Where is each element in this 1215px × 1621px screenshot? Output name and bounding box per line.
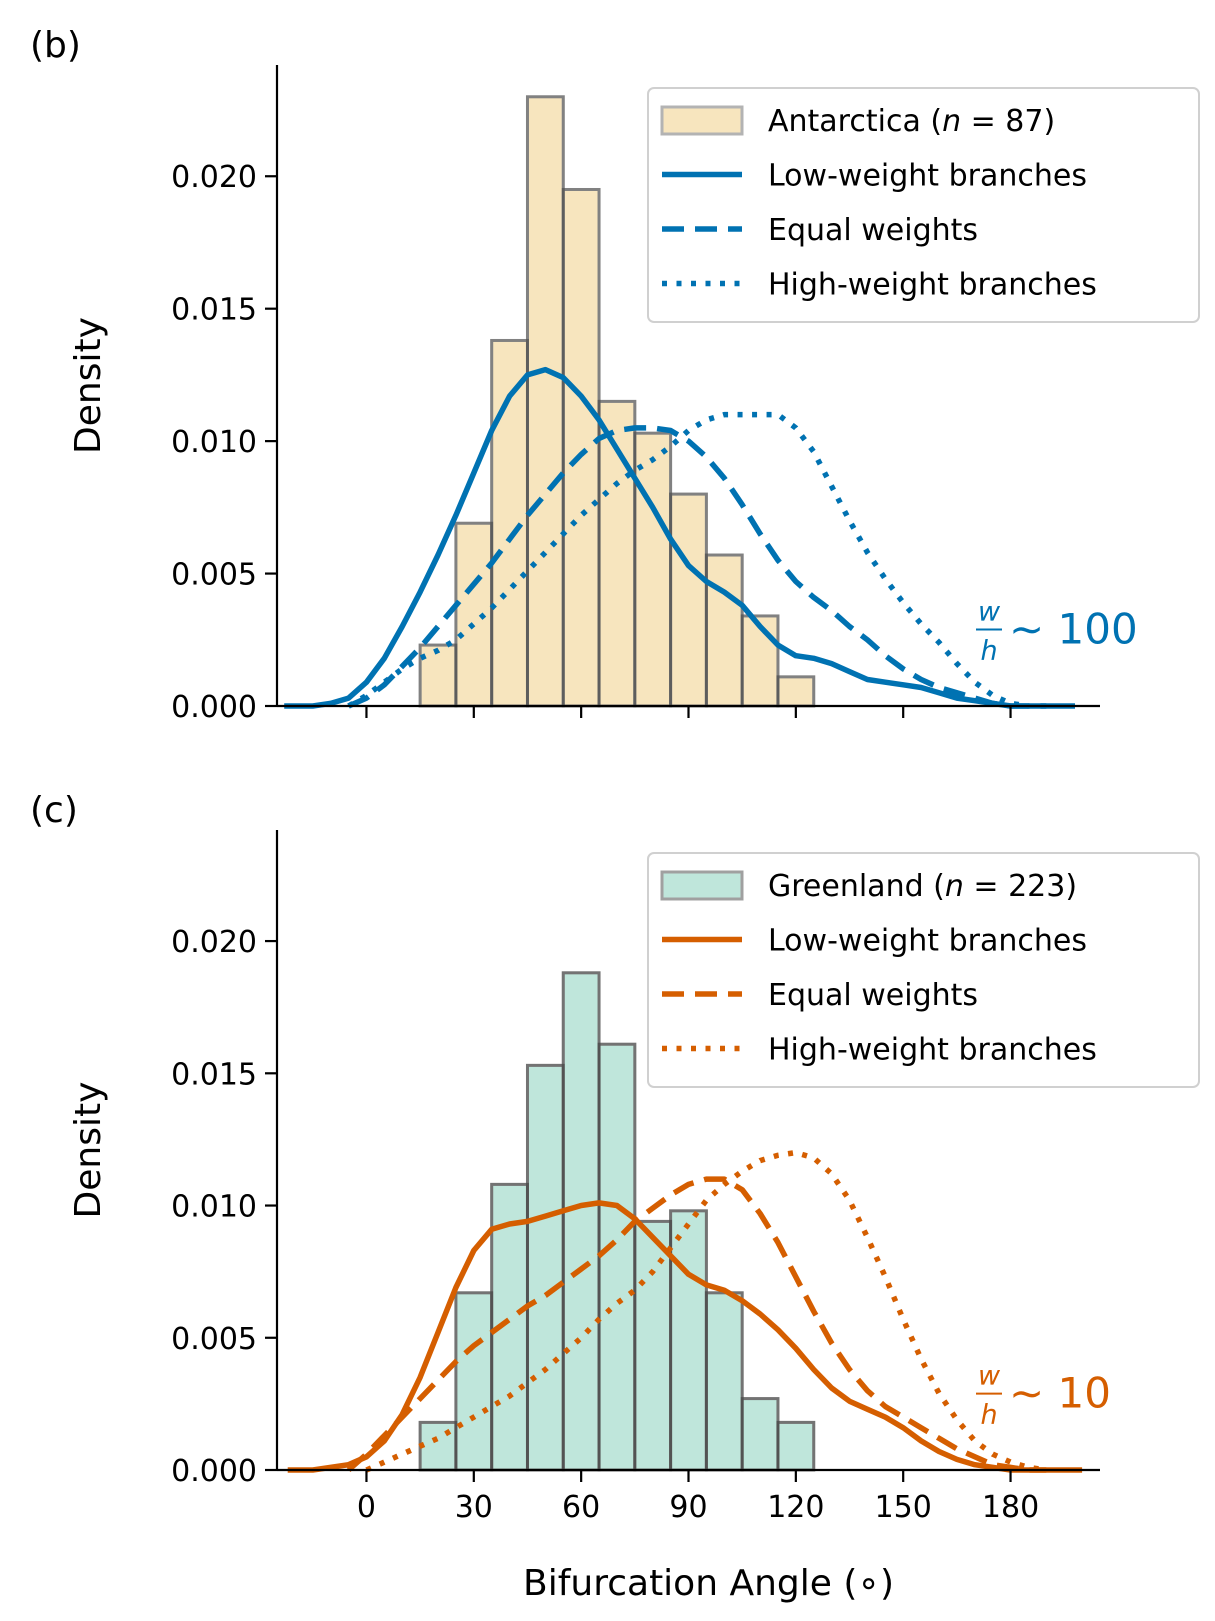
histogram-bar xyxy=(776,1420,816,1472)
histogram-bar xyxy=(669,492,708,708)
y-tick-label: 0.005 xyxy=(171,558,257,593)
panel-label: (b) xyxy=(30,25,81,66)
histogram-bar xyxy=(740,1397,780,1472)
histogram-bar xyxy=(561,971,601,1472)
series-line-equal-weights xyxy=(347,425,1047,709)
histogram-bar xyxy=(418,1420,458,1472)
x-axis-label: Bifurcation Angle (∘) xyxy=(523,1563,894,1604)
annotation-denominator: h xyxy=(980,1400,997,1431)
histogram-bar xyxy=(561,187,601,708)
y-tick-label: 0.020 xyxy=(171,160,257,195)
x-tick-label: 120 xyxy=(767,1490,824,1525)
histogram-bar xyxy=(418,643,458,708)
histogram-bar xyxy=(633,1219,673,1472)
annotation-numerator: w xyxy=(978,597,1001,628)
histogram-bar xyxy=(454,521,494,708)
y-tick-label: 0.015 xyxy=(171,1057,257,1092)
panel-b: (b) 0.000 0.005 0.010 0.015 0.020 Density Antar… xyxy=(30,25,1200,725)
x-tick-label: 0 xyxy=(357,1490,376,1525)
histogram-bar xyxy=(704,1291,744,1472)
annotation-text: ∼ 100 xyxy=(1009,605,1138,654)
y-tick-label: 0.000 xyxy=(171,690,257,725)
y-axis-label: Density xyxy=(68,1082,109,1219)
x-tick-label: 60 xyxy=(562,1490,600,1525)
annotation-numerator: w xyxy=(978,1361,1001,1392)
annotation-denominator: h xyxy=(980,636,997,667)
annotation-text: ∼ 10 xyxy=(1009,1369,1111,1418)
legend-label-histogram: Antarctica (n = 87) xyxy=(768,104,1055,139)
y-axis-label: Density xyxy=(68,317,109,454)
x-tick-label: 180 xyxy=(982,1490,1039,1525)
y-tick-label: 0.010 xyxy=(171,425,257,460)
y-tick-label: 0.020 xyxy=(171,925,257,960)
x-tick-label: 30 xyxy=(455,1490,493,1525)
aspect-ratio-annotation: wh ∼ 100 xyxy=(976,597,1138,667)
legend-label: Equal weights xyxy=(768,213,978,248)
histogram-bar xyxy=(633,431,673,708)
legend-label: Low-weight branches xyxy=(768,159,1087,194)
series-line-low-weight-branches xyxy=(284,366,1075,709)
legend-label: High-weight branches xyxy=(768,1033,1097,1068)
legend-frame xyxy=(647,852,1200,1088)
legend-label: Low-weight branches xyxy=(768,924,1087,959)
legend: Greenland (n = 223) Low-weight branches Eq… xyxy=(647,852,1200,1088)
aspect-ratio-annotation: wh ∼ 10 xyxy=(976,1361,1111,1431)
histogram-bar xyxy=(525,1063,565,1472)
histogram-bar xyxy=(704,553,744,708)
series-line-high-weight-branches xyxy=(347,411,1029,709)
panel-label: (c) xyxy=(30,790,78,831)
x-tick-label: 150 xyxy=(875,1490,932,1525)
histogram-bar xyxy=(454,1291,494,1472)
legend: Antarctica (n = 87) Low-weight branches Eq… xyxy=(647,87,1200,323)
histogram-bar xyxy=(669,1209,708,1472)
histogram-bar xyxy=(776,675,816,708)
legend-label: Equal weights xyxy=(768,978,978,1013)
panel-c: (c) 0.000 0.005 0.010 0.015 0.020 0 30 60 90 120 15… xyxy=(30,790,1200,1604)
histogram-bar xyxy=(597,1042,637,1472)
y-tick-label: 0.015 xyxy=(171,293,257,328)
legend-frame xyxy=(647,87,1200,323)
legend-swatch-histogram xyxy=(660,105,744,136)
y-tick-label: 0.010 xyxy=(171,1190,257,1225)
y-tick-label: 0.005 xyxy=(171,1322,257,1357)
legend-label-histogram: Greenland (n = 223) xyxy=(768,869,1077,904)
y-tick-label: 0.000 xyxy=(171,1454,257,1489)
legend-swatch-histogram xyxy=(660,870,744,901)
series-line-low-weight-branches xyxy=(287,1200,1083,1473)
x-tick-label: 90 xyxy=(669,1490,707,1525)
legend-label: High-weight branches xyxy=(768,268,1097,303)
histogram-bar xyxy=(525,95,565,708)
histogram-bar xyxy=(740,614,780,708)
